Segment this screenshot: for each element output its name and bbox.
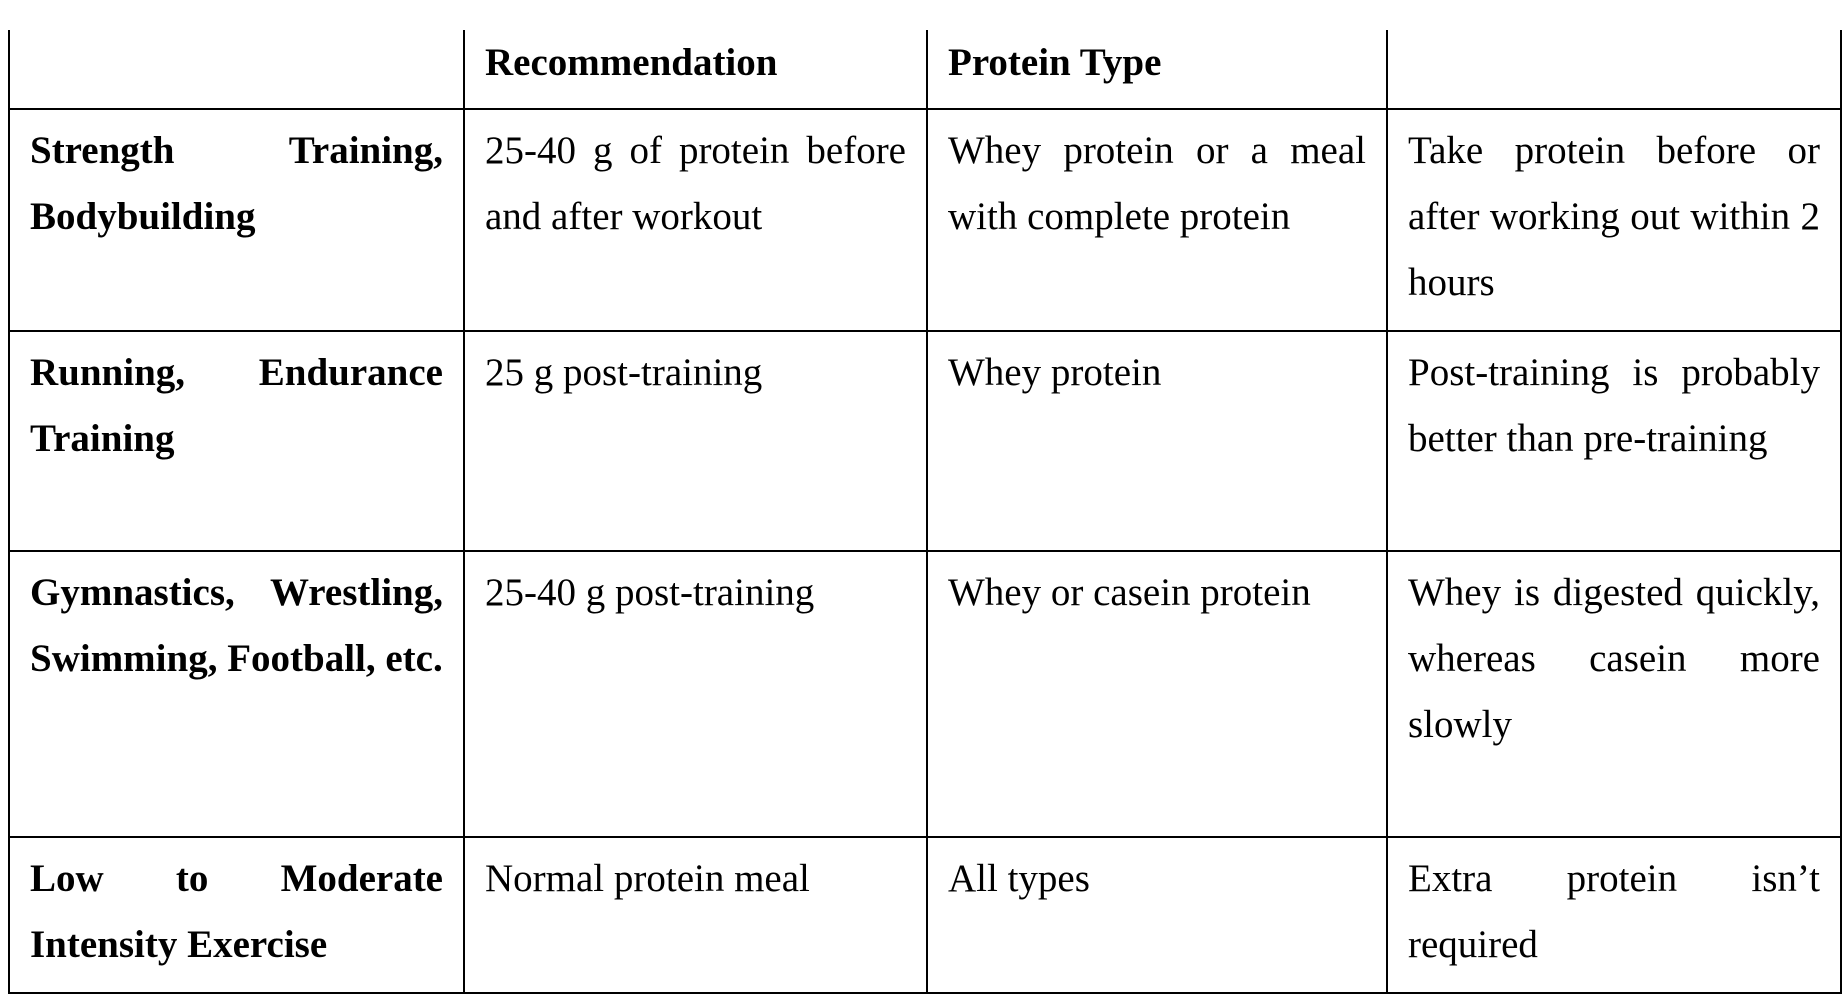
recommendation-cell: 25-40 g post-training	[463, 550, 928, 838]
notes-cell: Whey is digested quickly, whereas casein…	[1386, 550, 1842, 838]
protein-type-cell: Whey or casein protein	[926, 550, 1388, 838]
header-protein-type: Protein Type	[926, 30, 1388, 110]
protein-recommendation-table: Recommendation Protein Type Strength Tra…	[8, 30, 1842, 994]
activity-cell: Strength Training, Bodybuilding	[8, 108, 465, 332]
table-row: Gymnastics, Wrestling, Swimming, Footbal…	[8, 550, 1842, 838]
notes-cell: Take protein before or after working out…	[1386, 108, 1842, 332]
protein-type-cell: Whey protein or a meal with complete pro…	[926, 108, 1388, 332]
header-recommendation: Recommendation	[463, 30, 928, 110]
notes-cell: Post-training is probably better than pr…	[1386, 330, 1842, 552]
table-row: Low to Moderate Intensity Exercise Norma…	[8, 836, 1842, 994]
protein-type-cell: All types	[926, 836, 1388, 994]
table-row: Strength Training, Bodybuilding 25-40 g …	[8, 108, 1842, 332]
notes-cell: Extra protein isn’t required	[1386, 836, 1842, 994]
recommendation-cell: Normal protein meal	[463, 836, 928, 994]
activity-cell: Low to Moderate Intensity Exercise	[8, 836, 465, 994]
header-notes	[1386, 30, 1842, 110]
header-activity	[8, 30, 465, 110]
protein-type-cell: Whey protein	[926, 330, 1388, 552]
table-row: Running, Endurance Training 25 g post-tr…	[8, 330, 1842, 552]
protein-recommendation-table-container: Recommendation Protein Type Strength Tra…	[8, 30, 1842, 994]
recommendation-cell: 25 g post-training	[463, 330, 928, 552]
activity-cell: Gymnastics, Wrestling, Swimming, Footbal…	[8, 550, 465, 838]
header-row: Recommendation Protein Type	[8, 30, 1842, 110]
recommendation-cell: 25-40 g of protein before and after work…	[463, 108, 928, 332]
activity-cell: Running, Endurance Training	[8, 330, 465, 552]
table-body: Strength Training, Bodybuilding 25-40 g …	[8, 108, 1842, 994]
table-header: Recommendation Protein Type	[8, 30, 1842, 110]
